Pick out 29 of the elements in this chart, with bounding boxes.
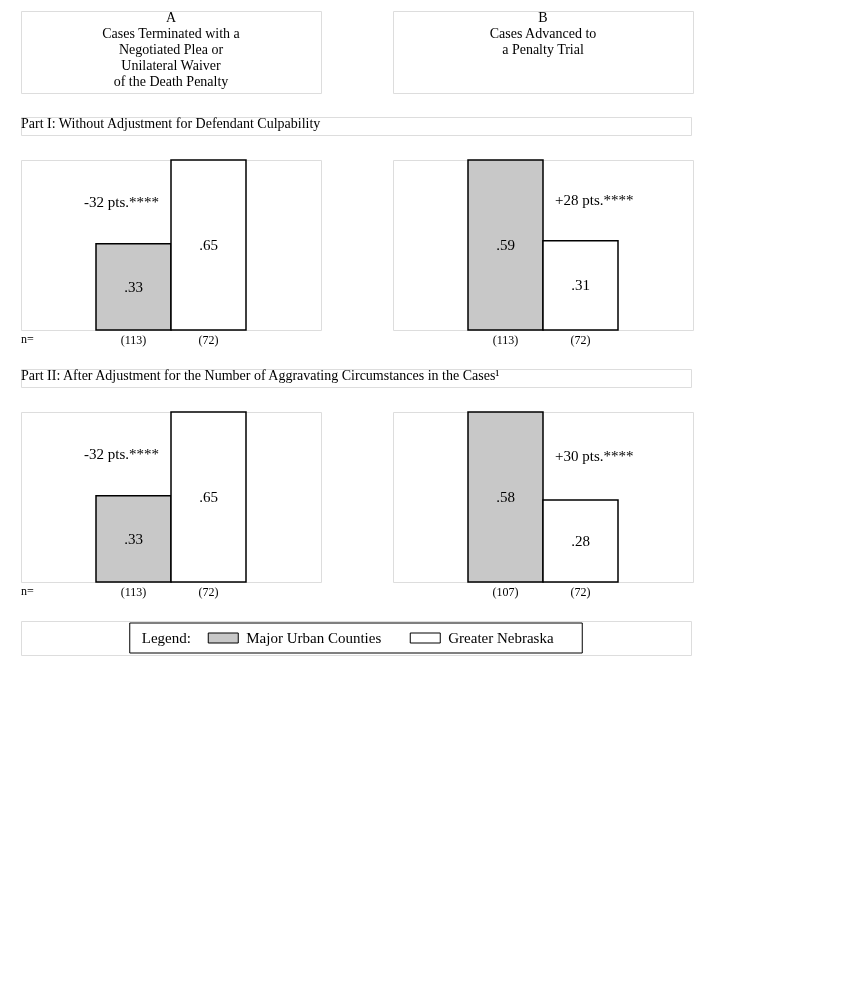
annotation: +28 pts.**** xyxy=(555,192,634,209)
text: n= xyxy=(21,332,34,346)
legend-label: Major Urban Counties xyxy=(246,630,382,646)
data-label: .65 xyxy=(199,489,218,505)
annotation: +30 pts.**** xyxy=(555,447,634,464)
x-tick-label: (113) xyxy=(120,332,147,347)
legend-title: Legend: xyxy=(141,630,191,646)
x-tick-label: (107) xyxy=(492,584,519,599)
legend-label: Greater Nebraska xyxy=(448,630,554,646)
chart-title: B Cases Advanced to a Penalty Trial xyxy=(489,10,597,57)
x-tick-label: (72) xyxy=(198,332,219,347)
text: n= xyxy=(21,584,34,598)
data-label: .65 xyxy=(199,237,218,253)
data-label: .31 xyxy=(571,277,590,294)
x-tick-label: (72) xyxy=(570,332,591,347)
annotation: -32 pts.**** xyxy=(84,193,159,210)
data-label: .59 xyxy=(496,237,515,253)
x-tick-label: (113) xyxy=(120,584,147,599)
data-label: .33 xyxy=(124,278,143,295)
x-tick-label: (72) xyxy=(570,584,591,599)
x-tick-label: (72) xyxy=(198,584,219,599)
data-label: .33 xyxy=(124,530,143,547)
chart-subtitle: Part II: After Adjustment for the Number of Aggravating Circumstances in the Cases¹ xyxy=(21,368,500,383)
chart-subtitle: Part I: Without Adjustment for Defendant Culpability xyxy=(21,116,321,131)
data-label: .58 xyxy=(496,489,515,505)
x-tick-label: (113) xyxy=(492,332,519,347)
chart-title: A Cases Terminated with a Negotiated Plea or Unilateral Waiver of the Death Penalty xyxy=(102,10,241,89)
data-label: .28 xyxy=(571,532,590,549)
annotation: -32 pts.**** xyxy=(84,445,159,462)
